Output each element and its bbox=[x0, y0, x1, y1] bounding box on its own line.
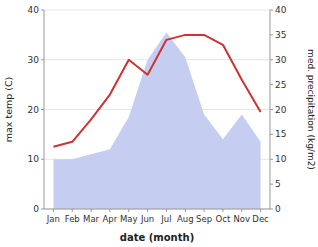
area bbox=[53, 32, 260, 209]
y2-tick-label: 30 bbox=[275, 55, 287, 65]
x-tick bbox=[185, 209, 186, 212]
x-tick-label: Nov bbox=[233, 214, 250, 224]
plot-area bbox=[53, 32, 260, 209]
x-tick-label: Feb bbox=[65, 214, 80, 224]
x-tick-label: Oct bbox=[216, 214, 231, 224]
x-tick bbox=[241, 209, 242, 212]
y2-tick bbox=[270, 209, 273, 210]
x-tick bbox=[53, 209, 54, 212]
x-tick-label: Dec bbox=[252, 214, 269, 224]
x-tick-label: Jan bbox=[46, 214, 60, 224]
x-axis-label: date (month) bbox=[120, 232, 194, 243]
y-tick bbox=[41, 209, 44, 210]
y2-tick-label: 20 bbox=[275, 105, 287, 115]
chart: 0 10 20 30 40 0 5 10 15 20 25 30 35 40 Jan FebMarAprMay… bbox=[0, 0, 318, 247]
x-tick bbox=[72, 209, 73, 212]
y2-axis-label: med. precipitation (kg/m2) bbox=[306, 49, 316, 170]
axes: 0 10 20 30 40 0 5 10 15 20 25 30 35 40 Jan FebMarAprMay… bbox=[28, 5, 287, 224]
y-tick-label: 40 bbox=[28, 5, 40, 15]
x-tick bbox=[109, 209, 110, 212]
y-tick-label: 10 bbox=[28, 154, 40, 164]
x-tick-label: May bbox=[120, 214, 138, 224]
y2-tick bbox=[270, 184, 273, 185]
y-axis-label: max temp (C) bbox=[3, 77, 14, 143]
y-tick bbox=[41, 109, 44, 110]
x-tick bbox=[204, 209, 205, 212]
y2-tick bbox=[270, 109, 273, 110]
x-tick-label: Jun bbox=[140, 214, 154, 224]
y2-tick-label: 15 bbox=[275, 129, 286, 139]
x-tick bbox=[166, 209, 167, 212]
y2-tick bbox=[270, 34, 273, 35]
grid-line bbox=[44, 209, 270, 210]
y-tick-label: 0 bbox=[33, 204, 39, 214]
y2-tick bbox=[270, 159, 273, 160]
y-tick bbox=[41, 10, 44, 11]
y2-tick-label: 40 bbox=[275, 5, 287, 15]
y2-tick-label: 25 bbox=[275, 80, 286, 90]
x-axis-line bbox=[44, 209, 270, 210]
x-tick bbox=[260, 209, 261, 212]
y2-tick-label: 5 bbox=[275, 179, 281, 189]
line bbox=[53, 35, 260, 147]
y2-tick bbox=[270, 84, 273, 85]
grid-line bbox=[44, 10, 270, 11]
x-tick-label: Mar bbox=[83, 214, 100, 224]
x-tick-label: Apr bbox=[103, 214, 118, 224]
x-tick bbox=[222, 209, 223, 212]
x-tick bbox=[91, 209, 92, 212]
y2-tick-label: 35 bbox=[275, 30, 286, 40]
x-tick-label: Jul bbox=[160, 214, 171, 224]
y-tick bbox=[41, 159, 44, 160]
y-tick bbox=[41, 59, 44, 60]
x-tick bbox=[147, 209, 148, 212]
y-tick-label: 20 bbox=[28, 105, 40, 115]
x-tick bbox=[128, 209, 129, 212]
x-tick-label: Aug bbox=[177, 214, 194, 224]
y2-tick bbox=[270, 59, 273, 60]
grid bbox=[44, 10, 270, 209]
x-tick-label: Sep bbox=[196, 214, 212, 224]
y-tick-label: 30 bbox=[28, 55, 40, 65]
y2-tick bbox=[270, 10, 273, 11]
y2-tick-label: 0 bbox=[275, 204, 281, 214]
y2-tick-label: 10 bbox=[275, 154, 287, 164]
y2-tick bbox=[270, 134, 273, 135]
